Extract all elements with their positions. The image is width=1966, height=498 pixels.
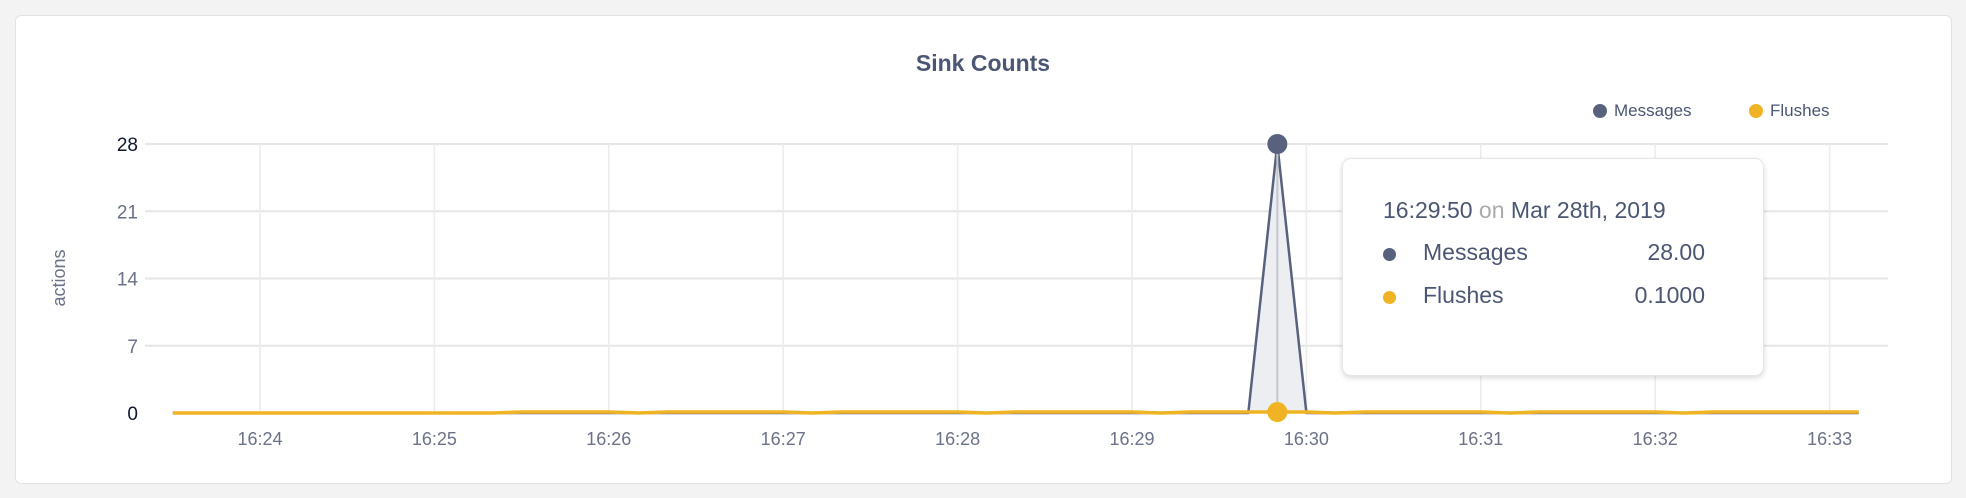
tooltip-label: Flushes	[1423, 282, 1504, 308]
x-tick-label: 16:31	[1458, 429, 1503, 449]
legend-item-flushes[interactable]: Flushes	[1749, 101, 1830, 121]
y-tick-label: 14	[117, 270, 139, 291]
tooltip-date: Mar 28th, 2019	[1510, 197, 1666, 223]
chart-tooltip: 16:29:50 on Mar 28th, 2019 Messages 28.0…	[1342, 158, 1764, 376]
flushes-hover-point	[1267, 402, 1288, 423]
legend-label: Messages	[1614, 101, 1692, 120]
x-tick-label: 16:27	[761, 429, 806, 449]
x-tick-label: 16:33	[1807, 429, 1852, 449]
tooltip-time: 16:29:50	[1383, 197, 1473, 223]
x-tick-label: 16:24	[237, 429, 282, 449]
y-tick-label: 28	[117, 135, 138, 156]
tooltip-row-flushes: Flushes 0.1000	[1383, 282, 1723, 312]
x-tick-label: 16:25	[412, 429, 457, 449]
legend-label: Flushes	[1770, 101, 1830, 120]
legend-item-messages[interactable]: Messages	[1593, 101, 1691, 121]
x-tick-label: 16:29	[1109, 429, 1154, 449]
y-axis-label: actions	[49, 249, 69, 306]
x-tick-label: 16:30	[1284, 429, 1329, 449]
y-tick-label: 0	[127, 404, 138, 425]
flushes-dot-icon	[1749, 104, 1763, 118]
tooltip-value: 28.00	[1647, 239, 1705, 265]
messages-dot-icon	[1383, 248, 1396, 261]
flushes-line	[172, 410, 1859, 415]
tooltip-value: 0.1000	[1634, 282, 1705, 308]
flushes-dot-icon	[1383, 291, 1396, 304]
tooltip-header: 16:29:50 on Mar 28th, 2019	[1383, 197, 1666, 224]
tooltip-label: Messages	[1423, 239, 1528, 265]
messages-hover-point	[1267, 134, 1288, 154]
tooltip-on: on	[1478, 197, 1505, 223]
x-tick-label: 16:32	[1633, 429, 1678, 449]
chart-title: Sink Counts	[915, 50, 1051, 76]
x-tick-label: 16:26	[586, 429, 631, 449]
x-tick-label: 16:28	[935, 429, 980, 449]
messages-dot-icon	[1593, 104, 1607, 118]
tooltip-row-messages: Messages 28.00	[1383, 239, 1723, 269]
y-tick-label: 7	[127, 337, 138, 358]
y-tick-label: 21	[117, 202, 138, 223]
